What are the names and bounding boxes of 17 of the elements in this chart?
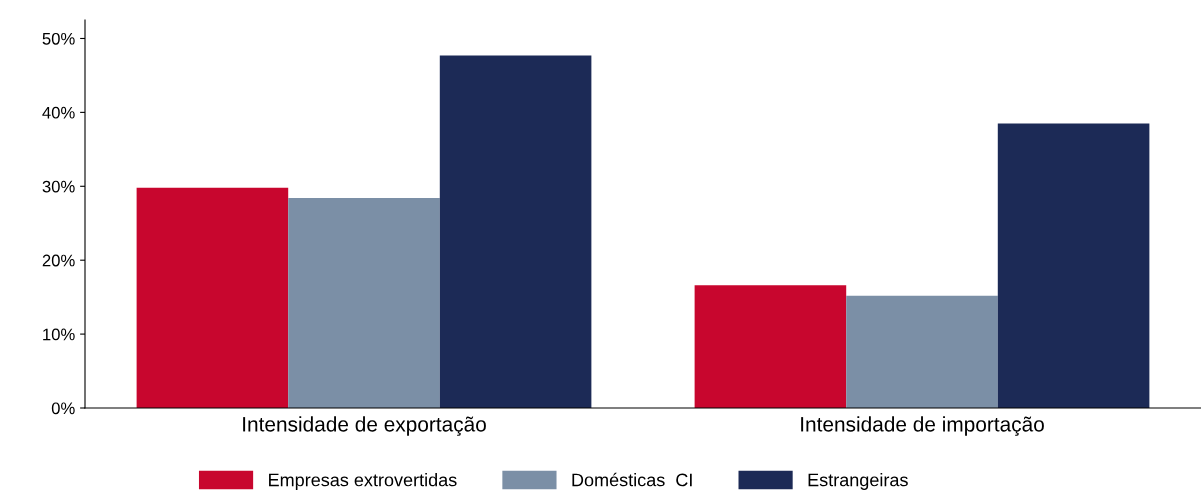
bar xyxy=(439,55,592,408)
y-tick-label: 30% xyxy=(42,180,75,193)
y-tick-label: 20% xyxy=(42,254,75,267)
y-tick-label: 50% xyxy=(42,32,75,45)
bar xyxy=(997,123,1150,408)
y-tick-label: 40% xyxy=(42,106,75,119)
bar xyxy=(846,295,998,408)
legend-label: Empresas extrovertidas xyxy=(269,473,457,490)
y-tick-label: 0% xyxy=(51,402,75,415)
legend-label: Estrangeiras xyxy=(808,473,908,490)
bar xyxy=(694,285,847,408)
legend-label: Domésticas CI xyxy=(572,472,692,487)
bar xyxy=(288,198,440,408)
x-tick-label: Intensidade de importação xyxy=(801,416,1044,436)
x-tick-label: Intensidade de exportação xyxy=(243,416,486,436)
y-tick-label: 10% xyxy=(43,328,75,341)
bar xyxy=(136,187,289,408)
